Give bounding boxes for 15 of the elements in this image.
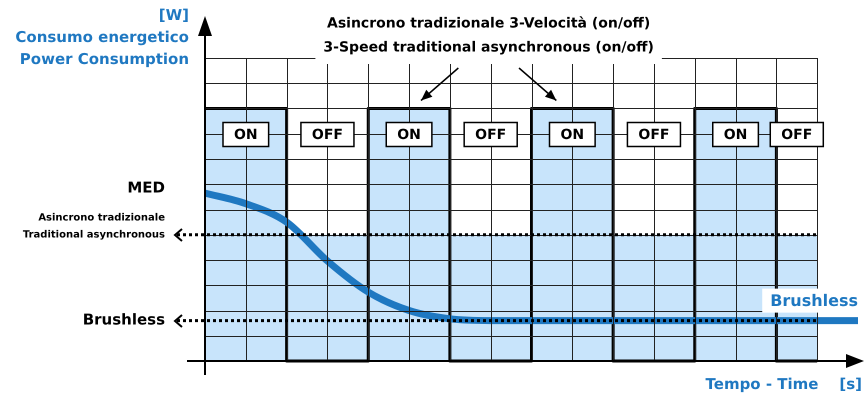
annotation: OFF (312, 127, 343, 144)
text: Asincrono tradizionale 3-Velocità (on/off) (326, 16, 650, 32)
y-axis-title: [W] Consumo energetico Power Consumption (15, 6, 189, 68)
annotation: OFF (475, 127, 506, 144)
x-axis-title: Tempo - Time [s] (706, 374, 862, 393)
annotation: OFF (781, 127, 812, 144)
annotation: ON (234, 127, 258, 144)
ref-line-label: MED Asincrono tradizionale Traditional asynchronous (22, 178, 166, 240)
ref-line-label: Brushless (82, 310, 166, 328)
annotation: OFF (638, 127, 670, 144)
text: 3-Speed traditional asynchronous (on/off) (323, 40, 654, 56)
annotation: ON (724, 127, 748, 144)
annotation: ON (397, 127, 421, 144)
series-label: Brushless (770, 290, 858, 310)
annotation: ON (560, 127, 584, 144)
